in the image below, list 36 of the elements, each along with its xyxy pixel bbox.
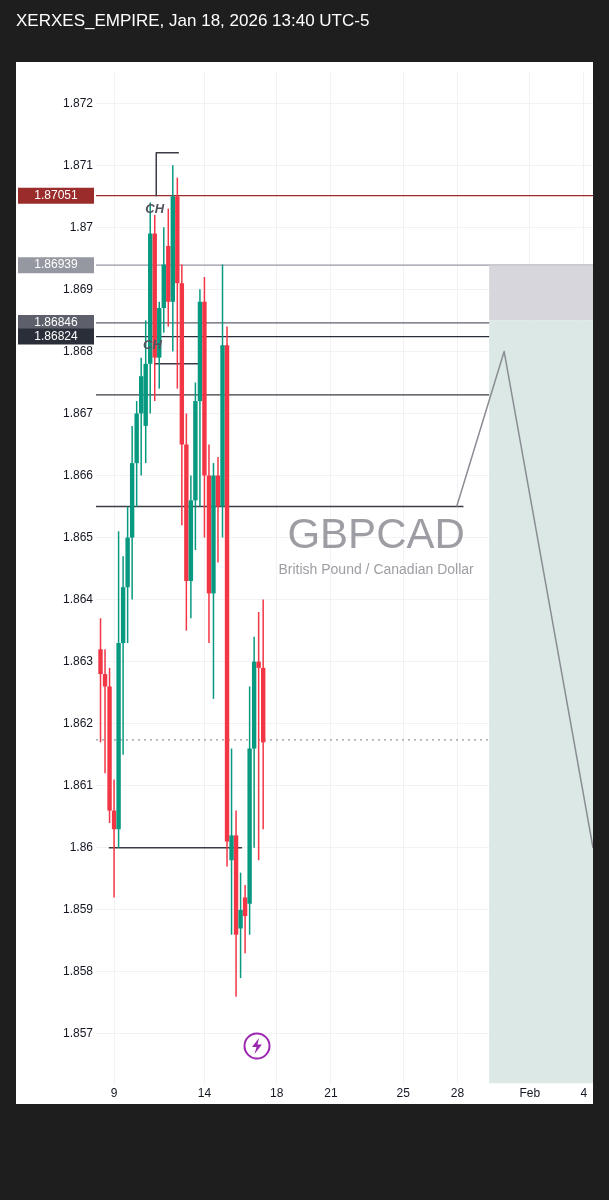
ref-line-label: 1.86846 [34, 315, 79, 330]
x-tick-label: 18 [270, 1086, 284, 1101]
y-tick-label: 1.869 [62, 281, 94, 296]
y-tick-label: 1.857 [62, 1026, 94, 1041]
candlestick [138, 357, 144, 476]
x-tick-label: 14 [197, 1086, 212, 1101]
candlestick [215, 456, 221, 563]
x-tick-label: 9 [110, 1086, 118, 1101]
candlestick [242, 885, 248, 954]
x-tick-label: 25 [396, 1086, 411, 1101]
y-tick-label: 1.865 [62, 529, 94, 544]
y-tick-label: 1.864 [62, 591, 94, 606]
y-tick-label: 1.858 [62, 964, 94, 979]
text: British Pound / Canadian Dollar [278, 560, 475, 577]
x-tick-label: 4 [580, 1086, 588, 1101]
y-tick-label: 1.867 [62, 405, 94, 420]
y-tick-label: 1.863 [62, 653, 94, 668]
y-tick-label: 1.862 [62, 716, 94, 731]
y-tick-label: 1.872 [62, 95, 94, 110]
x-tick-label: 21 [324, 1086, 338, 1101]
y-tick-label: 1.866 [62, 467, 94, 482]
candlestick [260, 599, 266, 830]
y-tick-label: 1.859 [62, 902, 94, 917]
x-tick-label: Feb [519, 1086, 541, 1101]
y-tick-label: 1.87 [69, 219, 94, 234]
text: GBPCAD [287, 509, 465, 557]
x-tick-label: 28 [450, 1086, 465, 1101]
y-tick-label: 1.868 [62, 343, 94, 358]
annotation: CH [143, 337, 163, 353]
y-tick-label: 1.861 [62, 778, 94, 793]
ref-line-label: 1.86824 [34, 328, 79, 343]
y-tick-label: 1.86 [69, 840, 94, 855]
text: XERXES_EMPIRE, Jan 18, 2026 13:40 UTC-5 [16, 10, 371, 32]
ref-line-label: 1.87051 [34, 187, 79, 202]
y-tick-label: 1.871 [62, 157, 94, 172]
ref-line-label: 1.86939 [34, 257, 79, 272]
